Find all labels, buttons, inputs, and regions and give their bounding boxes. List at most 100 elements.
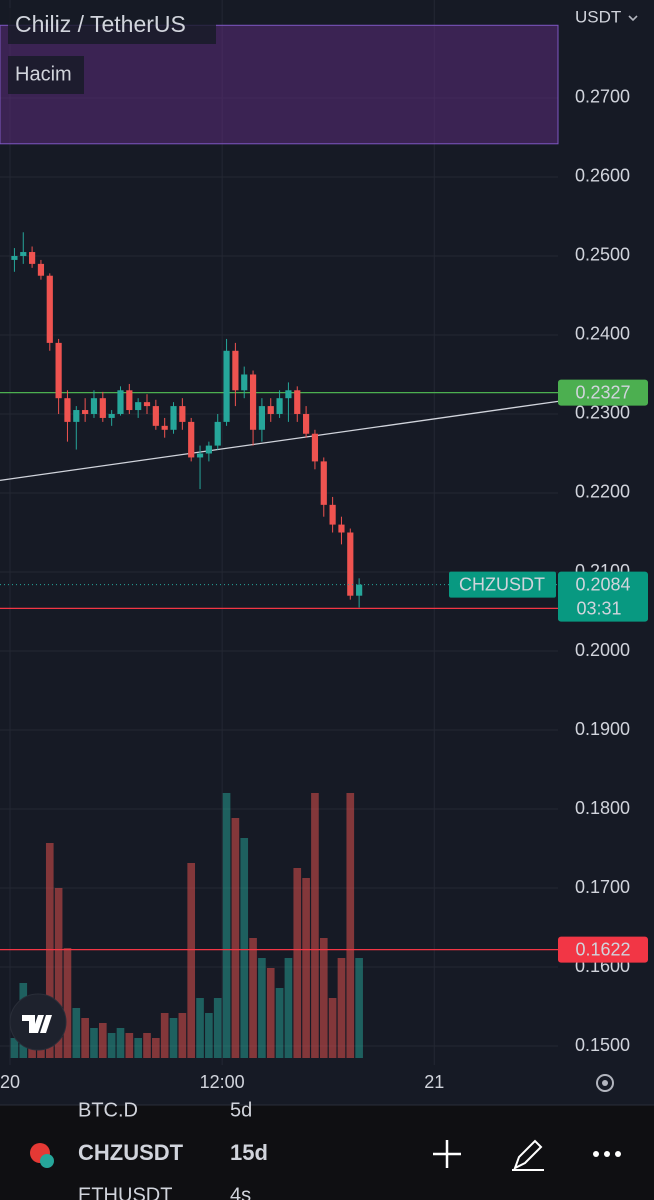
chart-bg — [0, 0, 654, 1105]
volume-bar — [213, 998, 222, 1058]
behind-text: 5d — [230, 1099, 252, 1121]
candle-body — [311, 433, 319, 462]
behind-text: ETHUSDT — [78, 1184, 172, 1200]
symbol-icon-badge — [40, 1154, 54, 1168]
x-tick-label: 21 — [424, 1072, 444, 1092]
candle-body — [64, 398, 71, 422]
price-tag-label: 0.2084 — [575, 574, 630, 594]
tv-logo-mark — [22, 1015, 52, 1033]
candle-body — [170, 406, 177, 430]
volume-bar — [81, 1018, 89, 1058]
x-tick-label: 12:00 — [200, 1072, 245, 1092]
candle-body — [258, 406, 265, 430]
toolbar-symbol[interactable]: CHZUSDT — [78, 1140, 184, 1165]
volume-bar — [319, 938, 328, 1058]
plot — [0, 24, 559, 1058]
draw-icon[interactable] — [512, 1139, 544, 1171]
candle-body — [126, 390, 133, 411]
candle-body — [179, 406, 186, 422]
volume-bar — [222, 793, 231, 1058]
currency-caret — [628, 15, 638, 22]
candle-body — [232, 350, 239, 391]
symbol-tag — [449, 571, 556, 598]
zone — [0, 24, 559, 145]
candle-body — [99, 398, 106, 418]
candle-body — [223, 350, 230, 422]
candle-body — [161, 425, 168, 430]
volume-bar — [54, 888, 63, 1058]
currency[interactable]: USDT — [575, 7, 621, 26]
candle-body — [276, 398, 283, 414]
countdown: 03:31 — [576, 598, 621, 618]
volume-bar — [205, 1013, 213, 1058]
y-tick-label: 0.2300 — [575, 403, 630, 423]
level-tag — [558, 379, 648, 406]
price-tag — [558, 571, 648, 622]
candle-body — [267, 406, 274, 414]
candle-body — [108, 413, 115, 418]
symbol-tag-label: CHZUSDT — [459, 574, 545, 594]
volume-bar — [187, 863, 196, 1058]
candle-body — [347, 532, 354, 596]
candle-body — [11, 255, 18, 260]
y-tick-label: 0.1900 — [575, 719, 630, 739]
candle-body — [82, 410, 89, 414]
toolbar — [0, 1105, 654, 1200]
volume-bar — [302, 878, 310, 1058]
candle-body — [37, 263, 45, 276]
candle-body — [205, 445, 212, 454]
volume-bar — [275, 988, 284, 1058]
candle-body — [135, 402, 142, 411]
volume-bar — [169, 1018, 178, 1058]
candle-body — [241, 374, 248, 391]
volume-bar — [125, 1033, 134, 1058]
volume-bar — [196, 998, 204, 1058]
volume-bar — [143, 1033, 151, 1058]
volume-bar — [328, 998, 337, 1058]
volume-bar — [98, 1023, 107, 1058]
volume-bar — [249, 938, 257, 1058]
trend-line — [0, 400, 559, 481]
candle-body — [90, 398, 98, 414]
candle-body — [55, 342, 62, 399]
candle-body — [303, 413, 310, 434]
volume-bar — [178, 1013, 187, 1058]
add-icon[interactable] — [433, 1140, 461, 1168]
more-icon[interactable] — [593, 1151, 621, 1157]
volume-bar — [355, 958, 363, 1058]
candle-body — [214, 421, 221, 446]
volume-bar — [311, 793, 319, 1058]
y-tick-label: 0.1500 — [575, 1035, 630, 1055]
candle-body — [338, 524, 345, 533]
gear — [596, 1074, 614, 1092]
indicator-bg — [8, 56, 84, 94]
candle-body — [46, 275, 53, 343]
volume-bar — [116, 1028, 125, 1058]
y-tick-label: 0.2500 — [575, 245, 630, 265]
candle-body — [249, 374, 257, 430]
chart-title: Chiliz / TetherUS — [15, 11, 186, 37]
candle-body — [20, 252, 27, 256]
candle-body — [188, 421, 195, 458]
level-label: 0.1622 — [575, 939, 630, 959]
candle-body — [320, 461, 327, 505]
candle-body — [196, 453, 204, 458]
candle-body — [356, 584, 363, 596]
axis: 0.27000.26000.25000.24000.23000.22000.21… — [0, 87, 648, 1092]
candle-body — [29, 252, 36, 264]
volume-bar — [266, 968, 275, 1058]
y-tick-label: 0.2200 — [575, 482, 630, 502]
candle-body — [152, 406, 159, 426]
candle-body — [329, 504, 336, 525]
volume-bar — [231, 818, 240, 1058]
y-tick-label: 0.2000 — [575, 640, 630, 660]
volume-bar — [337, 958, 346, 1058]
volume-bar — [293, 868, 302, 1058]
candle-body — [117, 390, 124, 414]
y-tick-label: 0.2600 — [575, 166, 630, 186]
grid — [0, 0, 558, 1065]
x-tick-label: 20 — [0, 1072, 20, 1092]
toolbar-interval[interactable]: 15d — [230, 1140, 268, 1165]
settings-icon[interactable] — [596, 1074, 614, 1092]
